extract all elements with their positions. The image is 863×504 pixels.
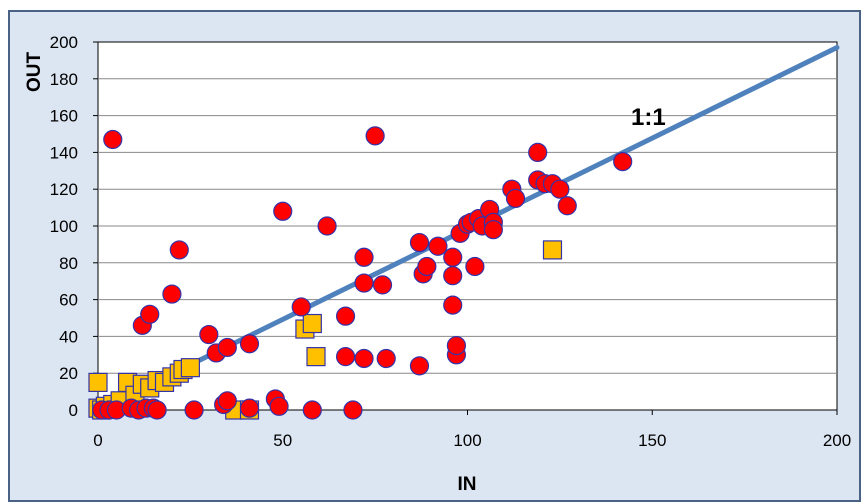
- y-tick-label: 120: [50, 180, 78, 199]
- y-tick-label: 60: [59, 291, 78, 310]
- red-circle-point: [528, 142, 548, 162]
- red-circle-point: [372, 275, 393, 295]
- red-circle-point: [335, 306, 356, 326]
- red-circle-point: [354, 348, 374, 369]
- data-points: [88, 126, 633, 420]
- red-circle-point: [269, 396, 289, 416]
- x-tick-label: 0: [93, 431, 102, 450]
- red-circle-point: [199, 324, 219, 345]
- red-circle-point: [409, 232, 430, 253]
- red-circle-point: [354, 247, 374, 267]
- yellow-square-point: [180, 358, 200, 378]
- red-circle-point: [103, 129, 123, 150]
- red-circle-point: [140, 304, 160, 324]
- x-tick-label: 100: [453, 431, 481, 450]
- x-tick-label: 50: [273, 431, 292, 450]
- red-circle-point: [557, 196, 577, 216]
- y-tick-label: 160: [50, 107, 78, 126]
- y-tick-label: 0: [69, 401, 78, 420]
- yellow-square-point: [306, 347, 326, 367]
- red-circle-point: [376, 348, 396, 369]
- one-to-one-label: 1:1: [631, 104, 666, 131]
- x-tick-label: 150: [638, 431, 666, 450]
- red-circle-point: [550, 179, 570, 199]
- red-circle-point: [409, 356, 430, 376]
- red-circle-point: [184, 400, 204, 420]
- x-axis-title: IN: [458, 474, 477, 495]
- x-tick-label: 200: [823, 431, 851, 450]
- chart-panel: 0 20 40 60 80 100 120 140 160 180 200 0 50 100 150 200 …: [8, 10, 861, 502]
- red-circle-point: [428, 236, 448, 256]
- y-tick-label: 80: [59, 254, 78, 273]
- red-circle-point: [169, 240, 189, 260]
- red-circle-point: [505, 188, 526, 208]
- red-circle-point: [365, 126, 385, 146]
- red-circle-point: [335, 347, 356, 367]
- grid-lines: [98, 78, 837, 374]
- red-circle-point: [613, 152, 633, 172]
- red-circle-point: [483, 220, 503, 240]
- red-circle-point: [217, 337, 237, 358]
- red-circle-point: [147, 400, 167, 420]
- red-circle-point: [354, 273, 374, 293]
- y-tick-label: 40: [59, 327, 78, 346]
- y-tick-label: 100: [50, 217, 78, 236]
- y-tick-label: 140: [50, 143, 78, 162]
- y-tick-label: 180: [50, 70, 78, 89]
- red-circle-point: [317, 216, 337, 236]
- red-circle-point: [343, 400, 363, 420]
- axis-ticks: 0 20 40 60 80 100 120 140 160 180 200 0 50 100 150 200: [50, 33, 852, 450]
- yellow-square-point: [302, 313, 322, 334]
- y-tick-label: 200: [50, 33, 78, 52]
- red-circle-point: [443, 266, 463, 286]
- red-circle-point: [239, 398, 260, 418]
- red-circle-point: [302, 400, 322, 420]
- yellow-square-point: [542, 240, 563, 260]
- y-tick-label: 20: [59, 364, 78, 383]
- red-circle-point: [291, 297, 311, 317]
- yellow-square-point: [88, 372, 108, 392]
- red-circle-point: [417, 256, 437, 277]
- red-circle-point: [162, 284, 182, 304]
- red-circle-point: [446, 336, 467, 356]
- red-circle-point: [443, 295, 463, 315]
- red-circle-point: [465, 256, 485, 277]
- red-circle-point: [217, 391, 237, 411]
- red-circle-point: [443, 247, 463, 267]
- red-circle-point: [239, 334, 260, 354]
- y-axis-title: OUT: [24, 52, 45, 93]
- red-circle-point: [273, 201, 293, 221]
